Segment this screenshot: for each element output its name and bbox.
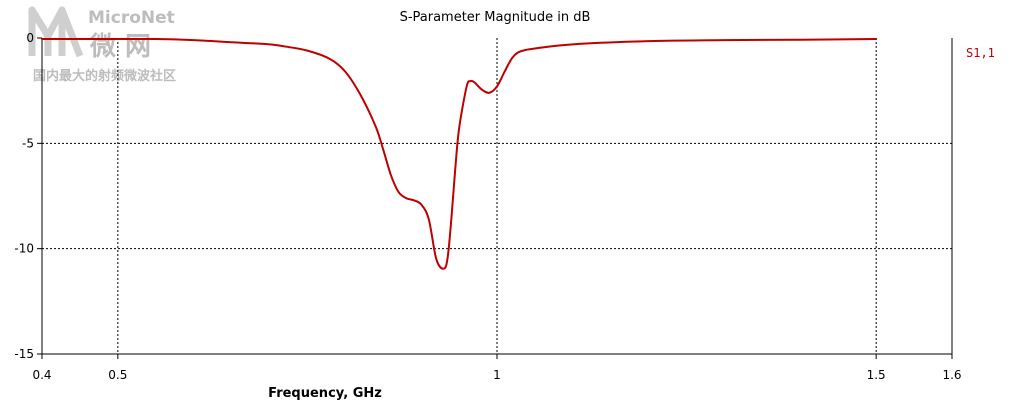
x-axis-ticks: 0.4 0.5 1 1.5 1.6 [32, 354, 962, 382]
watermark-slogan: 国内最大的射频微波社区 [33, 68, 176, 84]
y-tick-label: -15 [14, 347, 34, 361]
x-tick-label: 1 [493, 368, 501, 382]
series-layer [41, 37, 878, 270]
watermark-brand: MicroNet [88, 8, 175, 28]
micronet-logo-icon [28, 6, 84, 58]
x-tick-label: 1.5 [867, 368, 886, 382]
x-axis-label: Frequency, GHz [268, 386, 382, 401]
y-axis-ticks: 0 -5 -10 -15 [14, 31, 42, 361]
x-tick-label: 0.4 [32, 368, 51, 382]
y-tick-label: -5 [22, 136, 34, 150]
grid-lines [42, 38, 952, 354]
watermark-logo: MicroNet 微 网 国内最大的射频微波社区 [28, 6, 176, 84]
watermark-chinese: 微 网 [89, 31, 151, 62]
series-line-s11 [41, 37, 878, 270]
x-tick-label: 1.6 [942, 368, 961, 382]
chart-title: S-Parameter Magnitude in dB [400, 10, 591, 25]
legend-s11: S1,1 [966, 46, 995, 60]
y-tick-label: 0 [26, 31, 34, 45]
x-tick-label: 0.5 [108, 368, 127, 382]
y-tick-label: -10 [14, 242, 34, 256]
